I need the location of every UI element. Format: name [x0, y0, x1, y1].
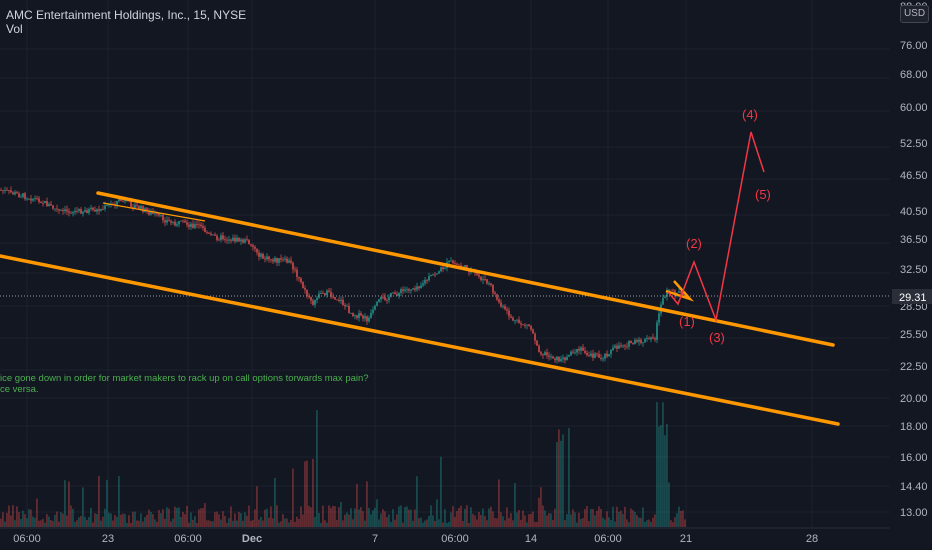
time-tick: 06:00 [13, 533, 41, 545]
price-tick: 40.50 [900, 206, 928, 218]
channel-lower-line[interactable] [0, 254, 840, 426]
price-tick: 25.50 [900, 329, 928, 341]
price-tick: 60.00 [900, 102, 928, 114]
price-axis[interactable]: 88.00 76.00 68.00 60.00 52.50 46.50 40.5… [890, 0, 932, 528]
time-tick: 28 [806, 533, 818, 545]
wave-label-4: (4) [742, 107, 758, 122]
time-tick: 06:00 [174, 533, 202, 545]
time-tick: 06:00 [441, 533, 469, 545]
price-tick: 46.50 [900, 170, 928, 182]
price-tick: 13.00 [900, 507, 928, 519]
price-tick: 18.00 [900, 421, 928, 433]
breakout-marker[interactable] [665, 280, 695, 302]
wave-label-5: (5) [755, 187, 771, 202]
price-tick: 76.00 [900, 40, 928, 52]
chart-grid [0, 0, 890, 528]
price-tick: 22.50 [900, 361, 928, 373]
time-tick: 7 [372, 533, 378, 545]
time-tick: 14 [525, 533, 537, 545]
volume-indicator-label[interactable]: Vol [6, 22, 23, 36]
chart-text-annotation[interactable]: ice gone down in order for market makers… [0, 373, 369, 395]
price-tick: 20.00 [900, 393, 928, 405]
wave-label-1: (1) [679, 314, 695, 329]
price-tick: 16.00 [900, 452, 928, 464]
annotation-line-2: ce versa. [0, 384, 39, 395]
time-tick: 23 [102, 533, 114, 545]
channel-upper-line[interactable] [96, 191, 835, 347]
time-tick: Dec [242, 533, 262, 545]
wave-label-3: (3) [709, 330, 725, 345]
symbol-title[interactable]: AMC Entertainment Holdings, Inc., 15, NY… [6, 8, 247, 22]
current-price-badge [892, 289, 932, 304]
volume-bars [0, 402, 686, 527]
wave-label-2: (2) [686, 236, 702, 251]
price-tick: 36.50 [900, 234, 928, 246]
annotation-line-1: ice gone down in order for market makers… [0, 373, 369, 384]
chart-legend: AMC Entertainment Holdings, Inc., 15, NY… [6, 8, 246, 36]
time-axis[interactable]: 06:00 23 06:00 Dec 7 06:00 14 06:00 21 2… [0, 527, 932, 550]
current-price-value: 29.31 [899, 292, 927, 304]
time-tick: 21 [680, 533, 692, 545]
price-tick: 32.50 [900, 264, 928, 276]
wave-projection-path[interactable] [667, 131, 765, 323]
time-tick: 06:00 [594, 533, 622, 545]
price-tick: 14.40 [900, 481, 928, 493]
channel-short-line[interactable] [102, 202, 206, 222]
price-tick: 52.50 [900, 138, 928, 150]
price-tick: 68.00 [900, 69, 928, 81]
currency-button[interactable]: USD [900, 5, 929, 23]
